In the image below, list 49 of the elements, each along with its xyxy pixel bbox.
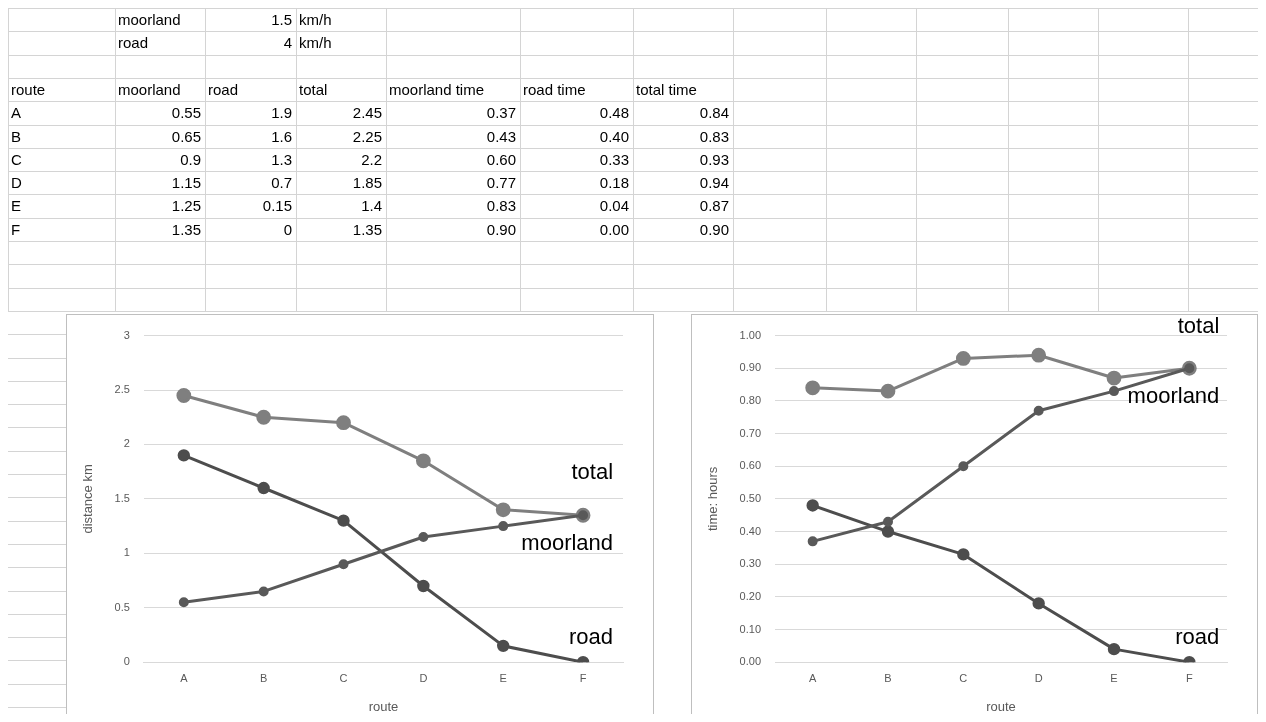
x-tick-label: A	[809, 671, 817, 684]
y-axis-title: distance km	[80, 464, 96, 534]
x-tick-label: A	[180, 671, 189, 684]
y-tick-label: 2.5	[114, 383, 130, 396]
x-axis-title: route	[986, 698, 1016, 714]
text: route moorland road total moorland time road time total time	[11, 80, 697, 98]
x-tick-label: D	[1034, 671, 1043, 684]
x-tick-label: F	[579, 671, 587, 684]
y-tick-label: 0.90	[739, 361, 762, 374]
series-label: road	[1175, 624, 1220, 650]
x-axis-title: route	[368, 698, 399, 714]
series-label: total	[1177, 312, 1220, 338]
text: road 4 km/h	[118, 34, 332, 52]
y-tick-label: 0.10	[739, 622, 762, 635]
x-tick-label: C	[959, 671, 968, 684]
x-tick-label: C	[339, 671, 348, 684]
y-tick-label: 1.5	[114, 491, 130, 504]
text: B 0.65 1.6 2.25 0.43 0.40 0.83	[11, 127, 729, 145]
y-tick-label: 0.5	[114, 600, 130, 613]
y-tick-label: 3	[123, 328, 130, 341]
y-tick-label: 0.80	[739, 393, 762, 406]
text: moorland 1.5 km/h	[118, 11, 332, 28]
x-tick-label: F	[1185, 671, 1193, 684]
text: C 0.9 1.3 2.2 0.60 0.33 0.93	[11, 150, 729, 168]
x-tick-label: B	[260, 671, 268, 684]
x-tick-label: E	[499, 671, 507, 684]
y-tick-label: 1.00	[739, 328, 762, 341]
x-tick-label: D	[419, 671, 428, 684]
y-tick-label: 0	[123, 655, 130, 668]
y-axis-title: time: hours	[705, 466, 721, 532]
y-tick-label: 0.30	[739, 557, 762, 570]
series-label: road	[569, 624, 614, 650]
series-label: moorland	[1127, 382, 1220, 408]
text: F 1.35 0 1.35 0.90 0.00 0.90	[11, 220, 729, 238]
y-tick-label: 0.60	[739, 459, 762, 472]
y-tick-label: 2	[123, 437, 130, 450]
series-label: total	[571, 459, 614, 485]
x-tick-label: B	[884, 671, 892, 684]
y-tick-label: 1	[123, 546, 130, 559]
y-tick-label: 0.00	[739, 655, 762, 668]
y-tick-label: 0.40	[739, 524, 762, 537]
x-tick-label: E	[1110, 671, 1118, 684]
text: E 1.25 0.15 1.4 0.83 0.04 0.87	[11, 197, 729, 215]
y-tick-label: 0.20	[739, 589, 762, 602]
text: D 1.15 0.7 1.85 0.77 0.18 0.94	[11, 174, 729, 192]
y-tick-label: 0.70	[739, 426, 762, 439]
text: A 0.55 1.9 2.45 0.37 0.48 0.84	[11, 104, 729, 122]
y-tick-label: 0.50	[739, 491, 762, 504]
series-label: moorland	[521, 529, 614, 555]
